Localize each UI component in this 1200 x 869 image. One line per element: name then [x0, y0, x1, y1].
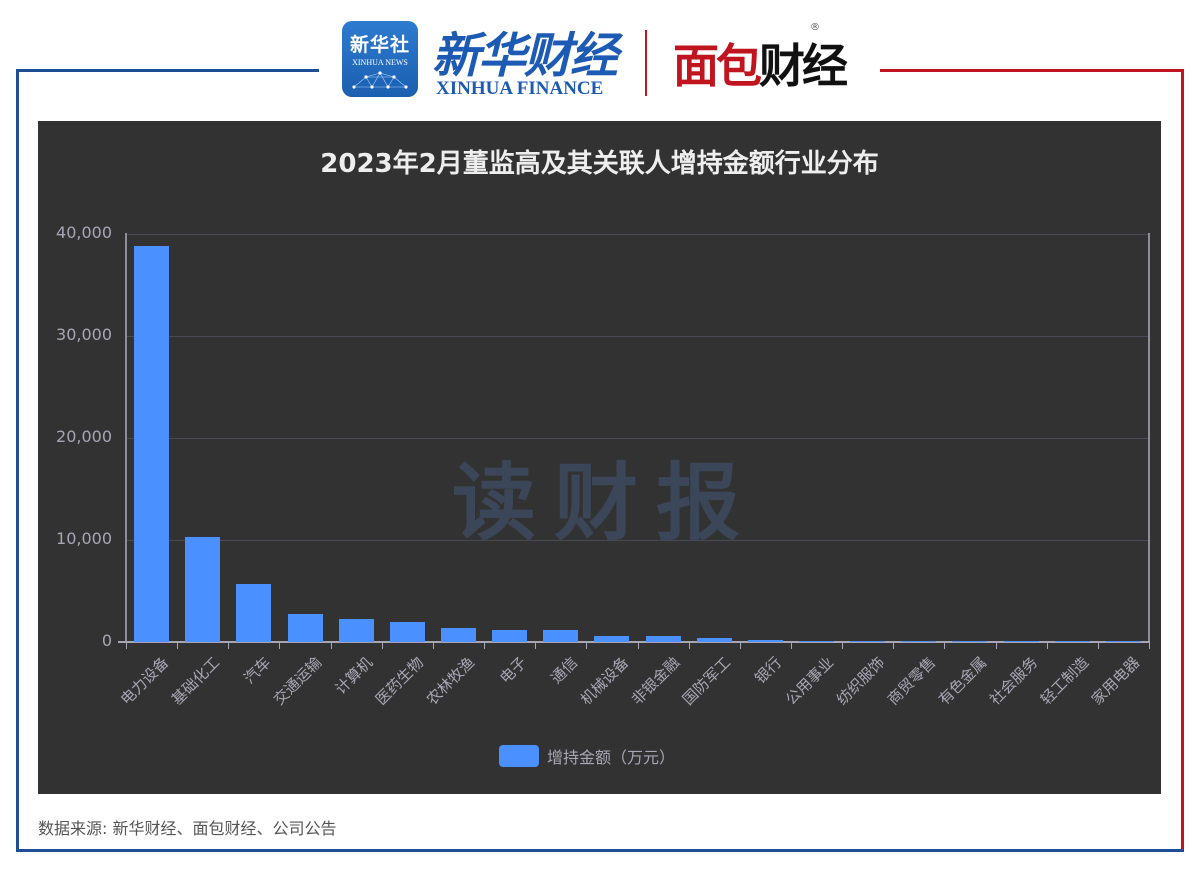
network-icon	[352, 71, 408, 89]
bar-7[interactable]	[441, 628, 476, 642]
y-axis-tick-label: 30,000	[56, 325, 112, 344]
y-axis-line	[125, 233, 127, 643]
registered-mark: ®	[810, 22, 820, 33]
x-axis-tick	[893, 643, 894, 649]
xinhua-finance-logo-cn: 新华财经	[432, 28, 618, 84]
y-axis-line-right	[1148, 233, 1150, 643]
frame-border-red-right	[1181, 69, 1184, 849]
x-axis-tick	[791, 643, 792, 649]
x-axis-line	[118, 641, 1150, 643]
legend-label: 增持金额（万元）	[547, 748, 676, 767]
x-axis-tick	[279, 643, 280, 649]
x-axis-tick	[484, 643, 485, 649]
bar-17[interactable]	[952, 641, 987, 642]
x-axis-tick	[1149, 643, 1150, 649]
source-note: 数据来源: 新华财经、面包财经、公司公告	[38, 819, 337, 838]
x-axis-tick	[382, 643, 383, 649]
legend-swatch	[499, 745, 539, 767]
x-axis-tick	[996, 643, 997, 649]
x-axis-tick	[228, 643, 229, 649]
bar-9[interactable]	[543, 630, 578, 642]
x-axis-tick	[689, 643, 690, 649]
x-axis-tick	[740, 643, 741, 649]
xinhua-badge-en: XINHUA NEWS	[352, 58, 408, 67]
frame-border-red-top	[880, 69, 1184, 72]
bar-13[interactable]	[748, 640, 783, 642]
bar-18[interactable]	[1004, 641, 1039, 642]
header-logos: 新华社 XINHUA NEWS 新华财经 XINHUA FINANCE 面包财经…	[340, 18, 870, 100]
bar-12[interactable]	[697, 638, 732, 642]
frame-border-blue-left	[16, 69, 19, 852]
y-axis-tick-label: 10,000	[56, 529, 112, 548]
x-axis-tick	[331, 643, 332, 649]
bar-2[interactable]	[185, 537, 220, 642]
xinhua-badge-cn: 新华社	[349, 34, 410, 56]
x-axis-tick	[586, 643, 587, 649]
frame-border-blue-bottom	[16, 849, 1184, 852]
bar-19[interactable]	[1055, 641, 1090, 642]
bar-11[interactable]	[646, 636, 681, 642]
x-axis-tick	[1047, 643, 1048, 649]
bar-15[interactable]	[850, 641, 885, 642]
frame-border-blue-top	[16, 69, 319, 72]
x-axis-tick	[842, 643, 843, 649]
chart-title: 2023年2月董监高及其关联人增持金额行业分布	[320, 149, 879, 179]
bar-14[interactable]	[799, 641, 834, 642]
logo-divider	[645, 30, 647, 96]
y-axis-tick-label: 0	[101, 631, 112, 650]
bar-5[interactable]	[339, 619, 374, 642]
gridline	[126, 438, 1149, 439]
mianbao-finance-logo: 面包财经	[673, 39, 848, 93]
x-axis-tick	[535, 643, 536, 649]
watermark: 读财报	[452, 454, 759, 552]
gridline	[126, 234, 1149, 235]
bar-4[interactable]	[288, 614, 323, 642]
gridline	[126, 336, 1149, 337]
bar-10[interactable]	[594, 636, 629, 642]
gridline	[126, 540, 1149, 541]
chart-legend[interactable]: 增持金额（万元）	[499, 744, 675, 768]
xinhua-news-logo: 新华社 XINHUA NEWS	[342, 21, 418, 97]
x-axis-tick	[177, 643, 178, 649]
bar-8[interactable]	[492, 630, 527, 642]
x-axis-tick	[638, 643, 639, 649]
xinhua-finance-logo-en: XINHUA FINANCE	[436, 78, 604, 99]
x-axis-tick	[433, 643, 434, 649]
bar-16[interactable]	[901, 641, 936, 642]
bar-1[interactable]	[134, 246, 169, 642]
y-axis-tick-label: 40,000	[56, 223, 112, 242]
bar-3[interactable]	[236, 584, 271, 642]
y-axis-tick-label: 20,000	[56, 427, 112, 446]
chart-panel: 2023年2月董监高及其关联人增持金额行业分布	[38, 121, 1161, 794]
x-axis-tick	[944, 643, 945, 649]
bar-20[interactable]	[1106, 641, 1141, 642]
x-axis-tick	[126, 643, 127, 649]
x-axis-tick	[1098, 643, 1099, 649]
bar-6[interactable]	[390, 622, 425, 642]
